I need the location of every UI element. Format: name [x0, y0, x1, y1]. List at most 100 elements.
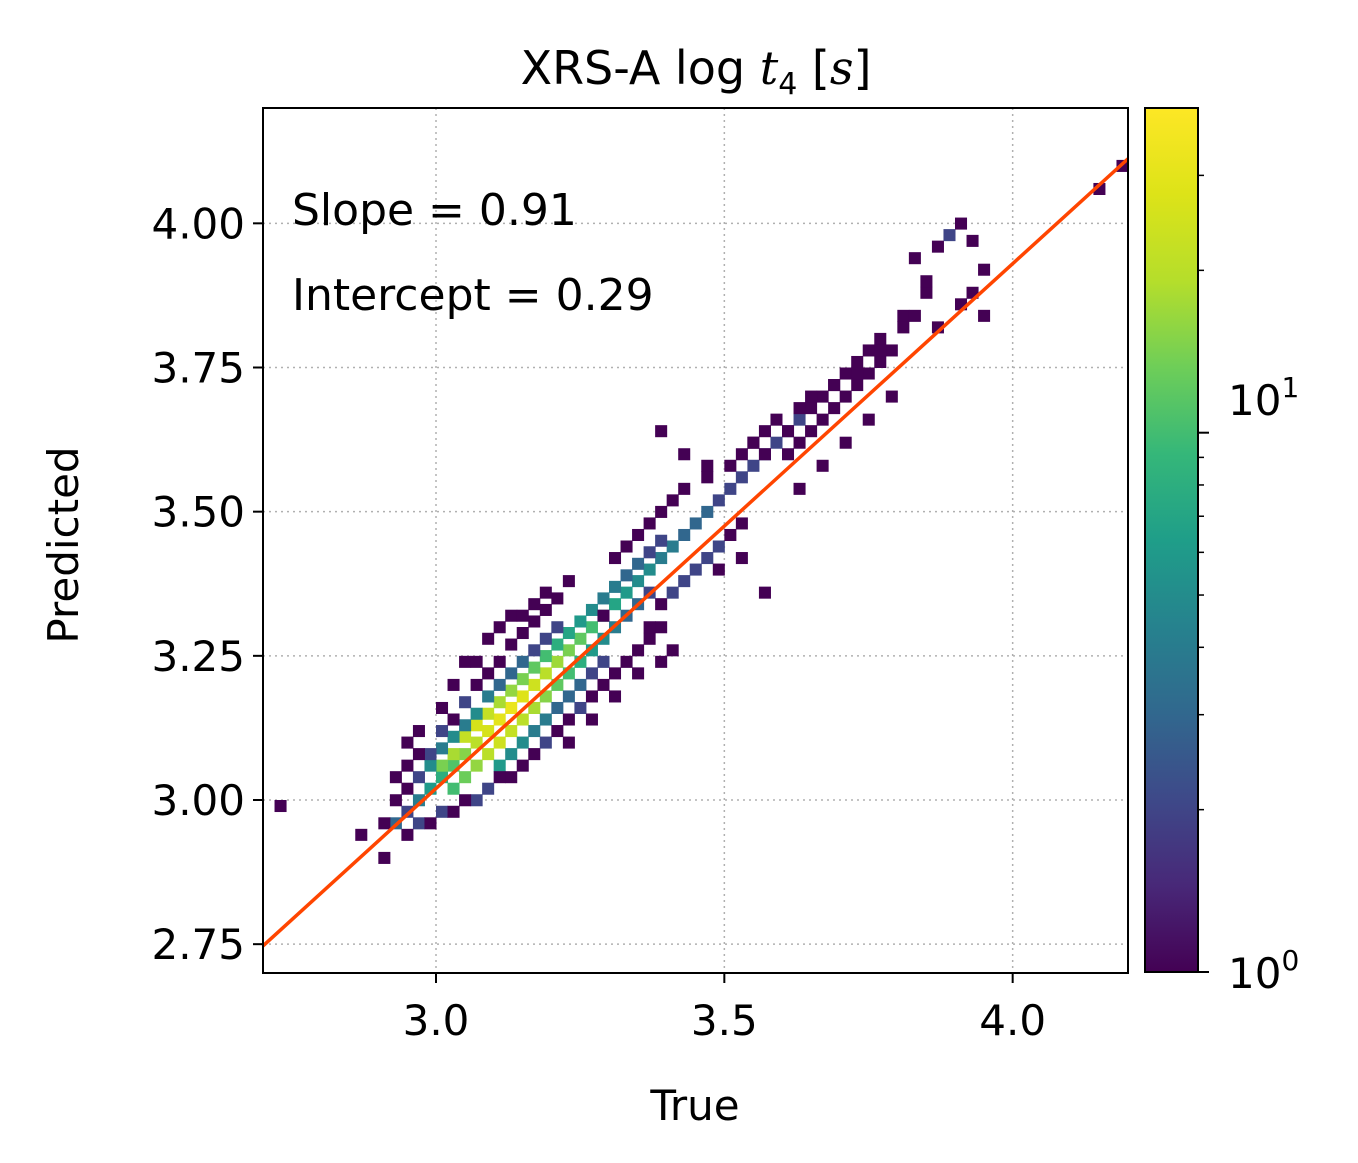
heatmap-cell — [493, 678, 506, 691]
heatmap-cell — [701, 552, 714, 565]
heatmap-cell — [539, 736, 552, 749]
heatmap-cell — [470, 759, 483, 772]
heatmap-cell — [632, 644, 645, 657]
heatmap-cell — [551, 725, 564, 738]
heatmap-cell — [551, 701, 564, 714]
heatmap-cell — [874, 332, 887, 345]
heatmap-cell — [528, 678, 541, 691]
heatmap-cell — [493, 696, 506, 709]
heatmap-cell — [747, 436, 760, 449]
heatmap-cell — [793, 482, 806, 495]
heatmap-cell — [447, 782, 460, 795]
heatmap-cell — [436, 725, 449, 738]
heatmap-cell — [574, 678, 587, 691]
x-axis-label: True — [649, 1081, 739, 1130]
heatmap-cell — [401, 782, 414, 795]
heatmap-cell — [782, 425, 795, 438]
heatmap-cell — [389, 794, 402, 807]
heatmap-cell — [574, 701, 587, 714]
heatmap-cell — [597, 609, 610, 622]
heatmap-cell — [470, 719, 483, 732]
heatmap-cell — [793, 436, 806, 449]
heatmap-cell — [712, 563, 725, 576]
heatmap-cell — [447, 730, 460, 743]
x-tick-label: 3.0 — [403, 996, 470, 1045]
heatmap-cell — [493, 759, 506, 772]
heatmap-cell — [597, 632, 610, 645]
heatmap-cell — [389, 771, 402, 784]
heatmap-cell — [609, 580, 622, 593]
heatmap-cell — [770, 413, 783, 426]
heatmap-cell — [378, 851, 391, 864]
heatmap-cell — [943, 229, 956, 242]
plot-frame — [262, 107, 1129, 974]
heatmap-cell — [816, 390, 829, 403]
heatmap-cell — [885, 390, 898, 403]
heatmap-cell — [805, 425, 818, 438]
heatmap-cell — [551, 621, 564, 634]
heatmap-cell — [735, 552, 748, 565]
heatmap-cell — [505, 609, 518, 622]
title-unit: s — [830, 41, 854, 95]
heatmap-cell — [701, 459, 714, 472]
x-tick-label: 4.0 — [979, 996, 1046, 1045]
heatmap-cell — [493, 713, 506, 726]
heatmap-cell — [447, 805, 460, 818]
heatmap-cell — [678, 575, 691, 588]
heatmap-cell — [516, 609, 529, 622]
heatmap-cell — [712, 540, 725, 553]
heatmap-cell — [551, 592, 564, 605]
heatmap-cell — [920, 275, 933, 288]
heatmap-cell — [839, 367, 852, 380]
grid-lines — [263, 108, 1128, 973]
heatmap-cell — [851, 367, 864, 380]
heatmap-cell — [655, 505, 668, 518]
heatmap-cell — [585, 621, 598, 634]
heatmap-cell — [862, 413, 875, 426]
x-axis-ticks: 3.0 3.5 4.0 — [403, 973, 1046, 1045]
heatmap-cell — [758, 448, 771, 461]
heatmap-cell — [401, 736, 414, 749]
heatmap-cell — [470, 794, 483, 807]
heatmap-cell — [470, 678, 483, 691]
heatmap-cell — [528, 598, 541, 611]
title-subscript: 4 — [778, 67, 797, 102]
heatmap-cell — [678, 482, 691, 495]
heatmap-cell — [620, 586, 633, 599]
heatmap-cell — [562, 644, 575, 657]
heatmap-cell — [459, 696, 472, 709]
colorbar — [1144, 107, 1199, 973]
heatmap-cell — [643, 632, 656, 645]
heatmap-cell — [770, 436, 783, 449]
heatmap-cell — [655, 655, 668, 668]
heatmap-cell — [724, 528, 737, 541]
heatmap-cell — [516, 713, 529, 726]
heatmap-cell — [470, 707, 483, 720]
heatmap-cell — [539, 713, 552, 726]
heatmap-cell — [459, 794, 472, 807]
heatmap-cell — [539, 667, 552, 680]
heatmap-cell — [562, 736, 575, 749]
heatmap-cell — [516, 690, 529, 703]
heatmap-cell — [274, 800, 287, 813]
heatmap-cell — [562, 575, 575, 588]
heatmap-cell — [735, 517, 748, 530]
heatmap-cell — [805, 390, 818, 403]
heatmap-cell — [482, 690, 495, 703]
intercept-annotation: Intercept = 0.29 — [292, 270, 654, 321]
heatmap-cell — [424, 817, 437, 830]
slope-annotation: Slope = 0.91 — [292, 185, 577, 236]
heatmap-cell — [609, 552, 622, 565]
heatmap-cell — [482, 632, 495, 645]
heatmap-cell — [378, 817, 391, 830]
heatmap-cell — [724, 459, 737, 472]
heatmap-cell — [436, 805, 449, 818]
heatmap-cell — [528, 644, 541, 657]
heatmap-cell — [678, 448, 691, 461]
heatmap-cell — [424, 748, 437, 761]
heatmap-cell — [516, 655, 529, 668]
heatmap-cell — [482, 707, 495, 720]
heatmap-cell — [620, 655, 633, 668]
heatmap-cell — [516, 673, 529, 686]
